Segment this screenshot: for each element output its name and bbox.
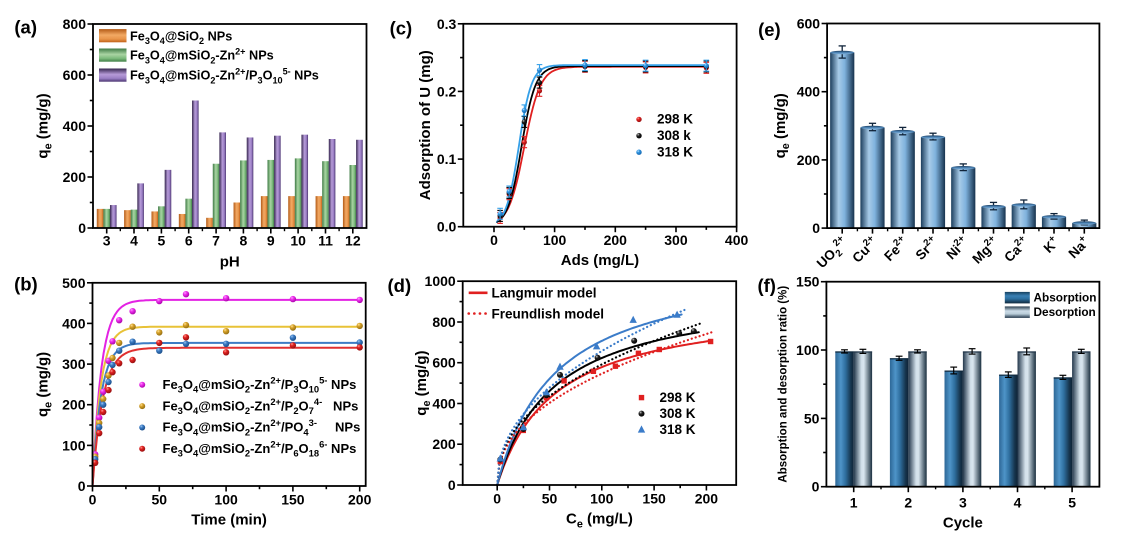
- svg-text:8: 8: [240, 233, 248, 249]
- svg-text:400: 400: [725, 232, 749, 248]
- svg-text:Fe3O4@mSiO2-Zn2+/P3O105- NPs: Fe3O4@mSiO2-Zn2+/P3O105- NPs: [163, 375, 357, 395]
- svg-text:298 K: 298 K: [657, 112, 693, 127]
- svg-text:0: 0: [78, 220, 86, 236]
- svg-text:Absorption: Absorption: [1034, 291, 1097, 305]
- svg-text:150: 150: [281, 492, 305, 508]
- svg-text:3: 3: [103, 233, 111, 249]
- svg-text:Fe3O4@mSiO2-Zn2+/P3O105- NPs: Fe3O4@mSiO2-Zn2+/P3O105- NPs: [130, 66, 319, 85]
- svg-text:6: 6: [185, 233, 193, 249]
- svg-text:10: 10: [290, 233, 306, 249]
- svg-text:0: 0: [493, 491, 501, 507]
- svg-text:12: 12: [345, 233, 361, 249]
- svg-text:0: 0: [490, 232, 498, 248]
- svg-text:150: 150: [796, 274, 820, 290]
- svg-text:800: 800: [432, 314, 456, 330]
- svg-text:5: 5: [1068, 495, 1076, 511]
- svg-text:298 K: 298 K: [660, 390, 696, 405]
- svg-text:300: 300: [62, 356, 86, 372]
- svg-text:200: 200: [62, 397, 86, 413]
- svg-text:(b): (b): [14, 273, 38, 294]
- svg-text:0: 0: [448, 477, 456, 493]
- svg-text:qe (mg/g): qe (mg/g): [35, 93, 55, 158]
- svg-text:0.0: 0.0: [437, 219, 457, 235]
- svg-text:50: 50: [542, 491, 558, 507]
- svg-text:308 k: 308 k: [657, 128, 691, 143]
- svg-text:9: 9: [267, 233, 275, 249]
- svg-text:(a): (a): [14, 17, 37, 38]
- svg-text:308 K: 308 K: [660, 406, 696, 421]
- svg-text:300: 300: [664, 232, 688, 248]
- svg-text:qe (mg/g): qe (mg/g): [35, 352, 55, 417]
- svg-text:(d): (d): [387, 275, 411, 296]
- svg-text:400: 400: [797, 84, 821, 100]
- svg-text:Cycle: Cycle: [943, 515, 983, 532]
- svg-text:600: 600: [797, 16, 821, 32]
- svg-text:0: 0: [812, 220, 820, 236]
- svg-text:200: 200: [63, 169, 87, 185]
- svg-text:0: 0: [78, 478, 86, 494]
- svg-text:5: 5: [157, 233, 165, 249]
- svg-text:Fe3O4@mSiO2-Zn2+/PO43- NPs: Fe3O4@mSiO2-Zn2+/PO43- NPs: [163, 417, 361, 437]
- svg-text:600: 600: [63, 67, 87, 83]
- svg-text:200: 200: [348, 492, 372, 508]
- svg-text:Freundlish model: Freundlish model: [492, 307, 605, 322]
- svg-text:1000: 1000: [425, 273, 456, 289]
- svg-text:318 K: 318 K: [657, 145, 693, 160]
- svg-text:3: 3: [959, 495, 967, 511]
- svg-text:50: 50: [804, 410, 820, 426]
- svg-text:600: 600: [432, 355, 456, 371]
- svg-text:200: 200: [432, 436, 456, 452]
- svg-text:Langmuir model: Langmuir model: [492, 286, 597, 301]
- svg-text:pH: pH: [220, 254, 240, 271]
- svg-text:50: 50: [152, 492, 168, 508]
- svg-text:qe (mg/g): qe (mg/g): [413, 351, 433, 416]
- svg-text:Time (min): Time (min): [191, 512, 267, 529]
- svg-text:1: 1: [850, 495, 858, 511]
- svg-text:0.1: 0.1: [437, 151, 457, 167]
- svg-text:Ads (mg/L): Ads (mg/L): [561, 252, 639, 269]
- svg-text:100: 100: [590, 491, 614, 507]
- svg-text:7: 7: [212, 233, 220, 249]
- svg-text:Fe3O4@mSiO2-Zn2+/P6O186- NPs: Fe3O4@mSiO2-Zn2+/P6O186- NPs: [163, 439, 357, 459]
- svg-text:Desorption: Desorption: [1034, 305, 1096, 319]
- svg-text:(f): (f): [757, 275, 775, 296]
- svg-text:qe (mg/g): qe (mg/g): [772, 93, 792, 158]
- svg-text:Absorption and desorption rati: Absorption and desorption ratio (%): [778, 286, 790, 483]
- svg-text:0.3: 0.3: [437, 16, 457, 32]
- svg-text:0.2: 0.2: [437, 83, 457, 99]
- svg-text:Fe3O4@mSiO2-Zn2+/P2O74- NPs: Fe3O4@mSiO2-Zn2+/P2O74- NPs: [163, 396, 359, 416]
- svg-text:0: 0: [812, 479, 820, 495]
- svg-text:500: 500: [62, 275, 86, 291]
- svg-text:200: 200: [604, 232, 628, 248]
- svg-text:150: 150: [642, 491, 666, 507]
- svg-text:Fe3O4@SiO2 NPs: Fe3O4@SiO2 NPs: [130, 29, 232, 46]
- svg-text:800: 800: [63, 16, 87, 32]
- svg-text:400: 400: [62, 315, 86, 331]
- svg-text:318 K: 318 K: [660, 422, 696, 437]
- svg-text:(c): (c): [390, 18, 413, 39]
- svg-text:Adsorption of U (mg): Adsorption of U (mg): [417, 50, 434, 200]
- svg-text:100: 100: [62, 437, 86, 453]
- svg-text:200: 200: [797, 152, 821, 168]
- svg-text:4: 4: [1014, 495, 1022, 511]
- svg-text:0: 0: [89, 492, 97, 508]
- svg-text:2: 2: [904, 495, 912, 511]
- svg-text:100: 100: [543, 232, 567, 248]
- svg-text:(e): (e): [758, 19, 781, 40]
- svg-text:11: 11: [318, 233, 333, 249]
- svg-text:200: 200: [695, 491, 719, 507]
- svg-text:100: 100: [214, 492, 238, 508]
- svg-text:4: 4: [130, 233, 138, 249]
- svg-text:400: 400: [63, 118, 87, 134]
- svg-text:Ce (mg/L): Ce (mg/L): [566, 511, 633, 531]
- svg-text:Fe3O4@mSiO2-Zn2+ NPs: Fe3O4@mSiO2-Zn2+ NPs: [130, 46, 274, 65]
- svg-text:100: 100: [796, 342, 820, 358]
- svg-text:400: 400: [432, 395, 456, 411]
